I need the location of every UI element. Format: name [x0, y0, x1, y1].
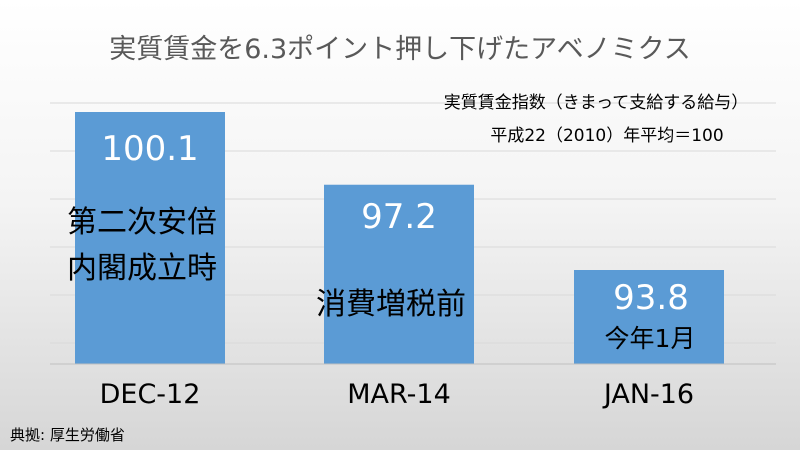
annotation-mar-14: 消費増税前 [316, 287, 466, 322]
value-label-mar-14: 97.2 [361, 197, 437, 237]
x-tick-label-dec-12: DEC-12 [100, 379, 201, 410]
x-tick-label-jan-16: JAN-16 [602, 379, 694, 410]
bars [75, 112, 724, 364]
x-tick-label-mar-14: MAR-14 [347, 379, 451, 410]
chart-title: 実質賃金を6.3ポイント押し下げたアベノミクス [109, 34, 691, 65]
bar-dec-12 [75, 112, 225, 364]
chart-subtitle-line-2: 平成22（2010）年平均＝100 [490, 126, 723, 146]
value-label-jan-16: 93.8 [613, 278, 689, 318]
annotation-dec-12-line-1: 第二次安倍 [67, 205, 217, 240]
annotation-dec-12-line-2: 内閣成立時 [67, 251, 217, 286]
annotation-jan-16: 今年1月 [605, 324, 696, 353]
bar-jan-16 [574, 270, 724, 364]
bar-mar-14 [324, 184, 474, 364]
chart-subtitle-line-1: 実質賃金指数（きまって支給する給与） [444, 93, 748, 113]
value-label-dec-12: 100.1 [101, 129, 198, 169]
source-note: 典拠: 厚生労働省 [10, 426, 125, 444]
